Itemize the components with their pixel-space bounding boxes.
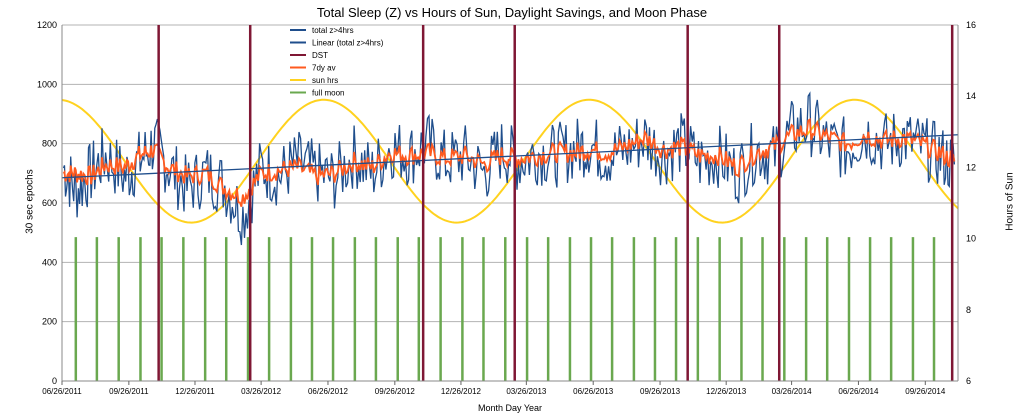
- x-axis-label: Month Day Year: [477, 403, 543, 413]
- x-tick-label: 12/26/2011: [175, 387, 215, 396]
- y-tick-left: 200: [42, 317, 57, 327]
- dst-series: [157, 25, 954, 381]
- sun-hours-series: [61, 98, 959, 224]
- legend: total z>4hrs Linear (total z>4hrs) DST 7dy …: [290, 26, 384, 98]
- x-tick-label: 06/26/2013: [573, 387, 614, 396]
- x-tick-label: 09/26/2011: [109, 387, 149, 396]
- y-tick-left: 0: [52, 376, 57, 386]
- x-tick-label: 06/26/2014: [838, 387, 879, 396]
- y-tick-left: 400: [42, 257, 57, 267]
- y-axis-label-right: Hours of Sun: [1004, 172, 1016, 231]
- sun-hours-line: [61, 98, 959, 224]
- chart-title: Total Sleep (Z) vs Hours of Sun, Dayligh…: [316, 5, 708, 20]
- seven-day-average-series: [62, 117, 956, 208]
- y-tick-right: 8: [966, 305, 971, 315]
- x-tick-label: 09/26/2013: [640, 387, 681, 396]
- x-tick-label: 12/26/2013: [706, 387, 747, 396]
- full-moon-series: [74, 237, 936, 381]
- y-tick-right: 10: [966, 234, 976, 244]
- x-tick-label: 03/26/2013: [506, 387, 547, 396]
- y-tick-left: 600: [42, 198, 57, 208]
- legend-label: 7dy av: [312, 64, 336, 73]
- gridlines: [62, 24, 958, 382]
- legend-label: total z>4hrs: [312, 26, 354, 35]
- legend-label: sun hrs: [312, 76, 338, 85]
- seven-day-average-line: [62, 117, 956, 208]
- linear-trend-series: [61, 134, 959, 179]
- axes: [61, 25, 959, 382]
- x-tick-label: 06/26/2011: [42, 387, 82, 396]
- y-tick-right: 6: [966, 376, 971, 386]
- y-tick-left: 1000: [37, 79, 57, 89]
- x-tick-label: 03/26/2014: [772, 387, 813, 396]
- legend-label: DST: [312, 51, 328, 60]
- linear-trend-line: [61, 134, 959, 179]
- y-axis-label-left: 30 sec epochs: [24, 169, 36, 234]
- tick-labels: 0 200 400 600 800 1000 1200 6 8 10 12 14 16 06/26/201…: [37, 20, 976, 396]
- y-tick-right: 12: [966, 162, 976, 172]
- x-tick-label: 06/26/2012: [308, 387, 349, 396]
- y-tick-left: 800: [42, 139, 57, 149]
- y-tick-right: 16: [966, 20, 976, 30]
- y-tick-right: 14: [966, 91, 976, 101]
- y-tick-left: 1200: [37, 20, 57, 30]
- legend-label: Linear (total z>4hrs): [312, 39, 384, 48]
- x-tick-label: 09/26/2014: [905, 387, 946, 396]
- legend-label: full moon: [312, 89, 344, 98]
- x-tick-label: 12/26/2012: [441, 387, 482, 396]
- x-tick-label: 03/26/2012: [241, 387, 282, 396]
- x-tick-label: 09/26/2012: [375, 387, 416, 396]
